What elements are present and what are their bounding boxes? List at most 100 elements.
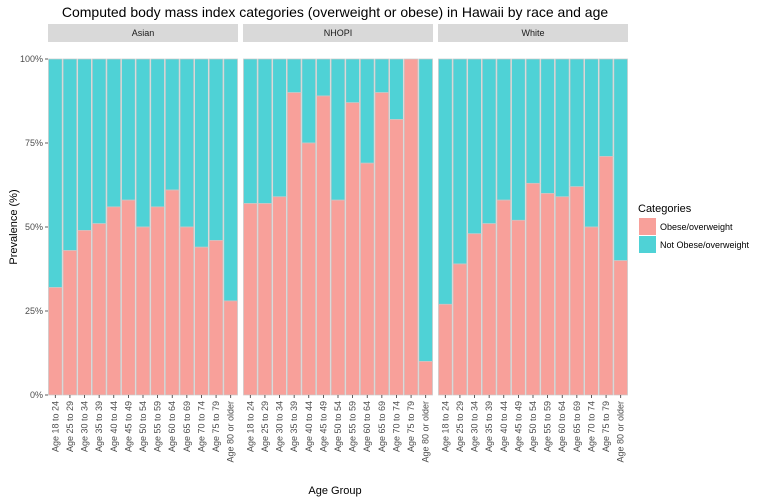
x-tick-label: Age 25 to 29 xyxy=(455,401,465,452)
bar-not-obese xyxy=(301,58,316,144)
facet-strip xyxy=(243,24,433,42)
bar-obese xyxy=(540,193,555,396)
bar-obese xyxy=(257,203,273,396)
x-tick-label: Age 30 to 34 xyxy=(470,401,480,452)
legend-label-obese: Obese/overweight xyxy=(660,222,733,232)
x-tick-label: Age 65 to 69 xyxy=(572,401,582,452)
bar-obese xyxy=(286,92,302,396)
bar-obese xyxy=(555,196,570,396)
bar-obese xyxy=(301,142,316,396)
facet-panel: NHOPI Age 18 to 24 Age 25 to 29 Age 30 to 3… xyxy=(243,24,433,463)
y-tick-label: 25% xyxy=(25,306,43,316)
bar-not-obese xyxy=(165,58,180,191)
bar-obese xyxy=(135,226,151,396)
bar-not-obese xyxy=(330,58,346,201)
bar-not-obese xyxy=(121,58,136,201)
x-tick-label: Age 75 to 79 xyxy=(211,401,221,452)
bar-obese xyxy=(374,92,390,396)
x-tick-label: Age 80 or older xyxy=(226,401,236,463)
bar-obese xyxy=(106,206,121,396)
bar-obese xyxy=(525,182,541,396)
bar-obese xyxy=(208,240,224,396)
bar-not-obese xyxy=(272,58,287,198)
x-tick-label: Age 40 to 44 xyxy=(109,401,119,452)
x-tick-label: Age 55 to 59 xyxy=(348,401,358,452)
x-tick-label: Age 55 to 59 xyxy=(153,401,163,452)
bar-obese xyxy=(77,230,92,396)
x-tick-label: Age 35 to 39 xyxy=(289,401,299,452)
facet-strip-label: White xyxy=(521,28,544,38)
bar-obese xyxy=(194,246,209,396)
bar-not-obese xyxy=(481,58,497,224)
bar-obese xyxy=(62,250,78,396)
x-tick-label: Age 80 or older xyxy=(616,401,626,463)
facet-strip xyxy=(438,24,628,42)
x-tick-label: Age 60 to 64 xyxy=(557,401,567,452)
bar-obese xyxy=(272,196,287,396)
x-tick-label: Age 60 to 64 xyxy=(167,401,177,452)
bar-obese xyxy=(91,223,107,396)
facet-strip xyxy=(48,24,238,42)
bar-obese xyxy=(452,263,468,396)
x-axis-title: Age Group xyxy=(308,485,361,497)
bar-obese xyxy=(48,287,63,396)
x-tick-label: Age 50 to 54 xyxy=(528,401,538,452)
bar-not-obese xyxy=(467,58,482,235)
bar-obese xyxy=(165,189,180,396)
bar-obese xyxy=(511,219,526,396)
bar-obese xyxy=(569,186,585,396)
bar-obese xyxy=(360,162,375,396)
legend-swatch-obese xyxy=(639,218,656,235)
bar-not-obese xyxy=(106,58,121,208)
y-tick-label: 0% xyxy=(30,390,43,400)
bar-obese xyxy=(150,206,165,396)
x-tick-label: Age 18 to 24 xyxy=(245,401,255,452)
bar-not-obese xyxy=(286,58,302,93)
x-tick-label: Age 80 or older xyxy=(421,401,431,463)
legend-title: Categories xyxy=(638,203,692,215)
x-tick-label: Age 25 to 29 xyxy=(65,401,75,452)
bar-not-obese xyxy=(511,58,526,221)
bar-not-obese xyxy=(555,58,570,198)
x-tick-label: Age 70 to 74 xyxy=(586,401,596,452)
bar-not-obese xyxy=(179,58,195,228)
legend-swatch-not-obese xyxy=(639,236,656,253)
bar-not-obese xyxy=(584,58,599,228)
bar-not-obese xyxy=(598,58,614,157)
y-tick-label: 50% xyxy=(25,222,43,232)
bar-not-obese xyxy=(223,58,238,302)
bar-not-obese xyxy=(62,58,78,251)
bar-obese xyxy=(467,233,482,396)
x-tick-label: Age 40 to 44 xyxy=(499,401,509,452)
x-tick-label: Age 65 to 69 xyxy=(182,401,192,452)
bar-not-obese xyxy=(418,58,433,362)
x-tick-label: Age 45 to 49 xyxy=(123,401,133,452)
x-tick-label: Age 70 to 74 xyxy=(196,401,206,452)
x-tick-label: Age 45 to 49 xyxy=(513,401,523,452)
y-tick-label: 100% xyxy=(20,54,43,64)
facet-panel: White Age 18 to 24 Age 25 to 29 Age 30 to 3… xyxy=(438,24,628,463)
facet-strip-label: NHOPI xyxy=(324,28,353,38)
y-tick-label: 75% xyxy=(25,138,43,148)
bar-not-obese xyxy=(48,58,63,288)
bar-not-obese xyxy=(360,58,375,164)
legend-label-not-obese: Not Obese/overweight xyxy=(660,240,750,250)
bar-not-obese xyxy=(208,58,224,241)
x-tick-label: Age 25 to 29 xyxy=(260,401,270,452)
bar-not-obese xyxy=(243,58,258,204)
x-tick-label: Age 45 to 49 xyxy=(318,401,328,452)
bar-obese xyxy=(496,199,511,396)
bar-not-obese xyxy=(613,58,628,261)
bar-obese xyxy=(389,119,404,396)
x-tick-label: Age 50 to 54 xyxy=(333,401,343,452)
chart-title: Computed body mass index categories (ove… xyxy=(62,4,609,20)
x-tick-label: Age 50 to 54 xyxy=(138,401,148,452)
x-tick-label: Age 30 to 34 xyxy=(275,401,285,452)
x-tick-label: Age 75 to 79 xyxy=(601,401,611,452)
bar-obese xyxy=(584,226,599,396)
plot-area: Asian Age 18 to 24 Age 25 to 29 Age 30 to 3… xyxy=(20,24,628,463)
bar-not-obese xyxy=(316,58,331,97)
bar-not-obese xyxy=(525,58,541,184)
x-tick-label: Age 40 to 44 xyxy=(304,401,314,452)
x-tick-label: Age 35 to 39 xyxy=(94,401,104,452)
